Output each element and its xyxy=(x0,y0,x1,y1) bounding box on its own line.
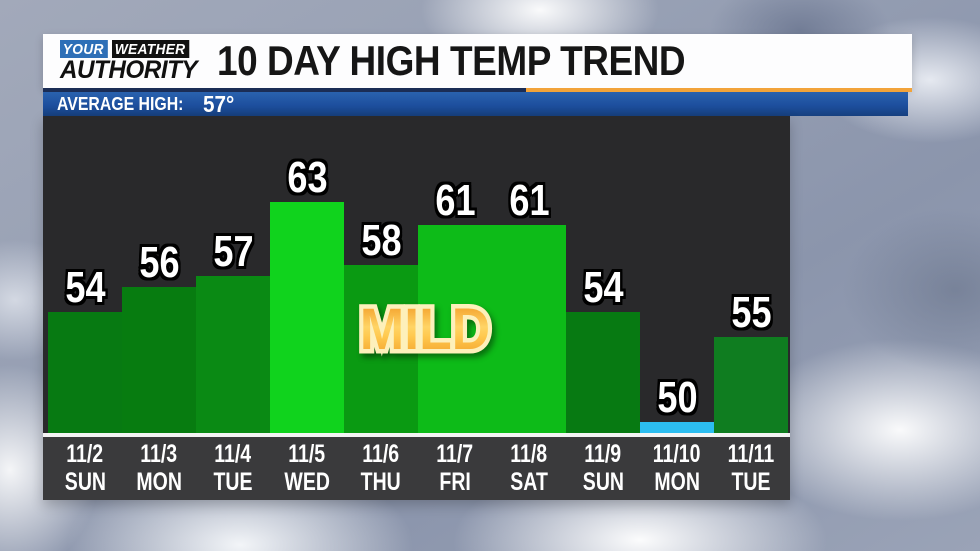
bar-value-label: 56 xyxy=(138,238,180,287)
bar-value-label: 63 xyxy=(286,153,328,202)
day-label: MON xyxy=(136,467,182,496)
date-cell: 11/6 THU xyxy=(344,437,418,500)
accent-line-navy xyxy=(43,88,526,92)
bar-value-label: 55 xyxy=(730,288,772,337)
temp-bar xyxy=(122,287,196,433)
bar-value-label: 57 xyxy=(212,227,254,276)
average-high-bar: AVERAGE HIGH: 57° xyxy=(43,90,908,117)
date-cell: 11/4 TUE xyxy=(196,437,270,500)
brand-weather-label: WEATHER xyxy=(111,39,189,58)
temp-bar xyxy=(714,337,788,433)
temp-bar xyxy=(344,265,418,433)
bar-column: 61 xyxy=(418,176,492,433)
date-cell: 11/11 TUE xyxy=(714,437,788,500)
day-label: TUE xyxy=(213,467,253,496)
bar-value-label: 58 xyxy=(360,216,402,265)
bar-column: 57 xyxy=(196,227,270,433)
date-cell: 11/8 SAT xyxy=(492,437,566,500)
temp-bar xyxy=(640,422,714,433)
date-label: 11/4 xyxy=(214,440,252,468)
bar-column: 56 xyxy=(122,238,196,433)
day-label: FRI xyxy=(439,467,471,496)
chart-baseline xyxy=(43,433,790,437)
date-label: 11/9 xyxy=(584,440,622,468)
day-label: WED xyxy=(284,467,330,496)
brand-your-label: YOUR xyxy=(60,39,108,58)
temp-bar xyxy=(566,312,640,433)
day-label: SAT xyxy=(510,467,548,496)
bar-value-label: 61 xyxy=(434,176,476,225)
day-label: SUN xyxy=(64,467,106,496)
day-label: MON xyxy=(654,467,700,496)
bars-layer: 54 56 57 63 58 61 61 54 50 55 xyxy=(43,116,790,433)
date-label: 11/8 xyxy=(510,440,548,468)
bar-column: 63 xyxy=(270,153,344,433)
date-cell: 11/7 FRI xyxy=(418,437,492,500)
brand-logo-row1: YOUR WEATHER xyxy=(60,39,205,58)
bar-value-label: 54 xyxy=(582,263,624,312)
brand-authority-label: AUTHORITY xyxy=(60,55,198,84)
mild-fill-text: MILD xyxy=(347,299,503,361)
date-label: 11/7 xyxy=(436,440,474,468)
date-label: 11/3 xyxy=(140,440,178,468)
date-label: 11/11 xyxy=(727,440,775,468)
bar-column: 58 xyxy=(344,216,418,433)
date-cells: 11/2 SUN 11/3 MON 11/4 TUE 11/5 WED 11/6 THU 11/7 F… xyxy=(48,437,788,500)
mild-overlay: MILD MILD xyxy=(340,294,510,369)
bar-value-label: 61 xyxy=(508,176,550,225)
average-high-label: AVERAGE HIGH: xyxy=(57,93,184,114)
date-cell: 11/3 MON xyxy=(122,437,196,500)
date-label: 11/10 xyxy=(653,440,701,468)
date-cell: 11/5 WED xyxy=(270,437,344,500)
temp-bar xyxy=(48,312,122,433)
temp-bar xyxy=(196,276,270,433)
bar-column: 61 xyxy=(492,176,566,433)
temp-bar xyxy=(492,225,566,433)
date-cell: 11/2 SUN xyxy=(48,437,122,500)
header-bar: YOUR WEATHER AUTHORITY 10 DAY HIGH TEMP … xyxy=(43,34,912,88)
mild-outline-text: MILD xyxy=(347,294,503,365)
bar-column: 55 xyxy=(714,288,788,433)
date-label: 11/5 xyxy=(288,440,326,468)
bar-value-label: 50 xyxy=(656,373,698,422)
bar-column: 54 xyxy=(48,263,122,433)
page-title: 10 DAY HIGH TEMP TREND xyxy=(217,37,686,84)
bar-value-label: 54 xyxy=(64,263,106,312)
date-label: 11/2 xyxy=(66,440,104,468)
day-label: TUE xyxy=(731,467,771,496)
temp-trend-chart: 54 56 57 63 58 61 61 54 50 55 11/2 SUN 11/3 MON 11/4 T… xyxy=(43,116,790,500)
bar-column: 50 xyxy=(640,373,714,433)
temp-bar xyxy=(270,202,344,433)
bar-column: 54 xyxy=(566,263,640,433)
date-cell: 11/10 MON xyxy=(640,437,714,500)
date-cell: 11/9 SUN xyxy=(566,437,640,500)
date-axis-strip: 11/2 SUN 11/3 MON 11/4 TUE 11/5 WED 11/6 THU 11/7 F… xyxy=(43,437,790,500)
accent-line-orange xyxy=(526,88,912,92)
brand-logo: YOUR WEATHER AUTHORITY xyxy=(60,39,205,84)
date-label: 11/6 xyxy=(362,440,400,468)
average-high-value: 57° xyxy=(202,90,234,117)
day-label: THU xyxy=(360,467,402,496)
temp-bar xyxy=(418,225,492,433)
day-label: SUN xyxy=(582,467,624,496)
